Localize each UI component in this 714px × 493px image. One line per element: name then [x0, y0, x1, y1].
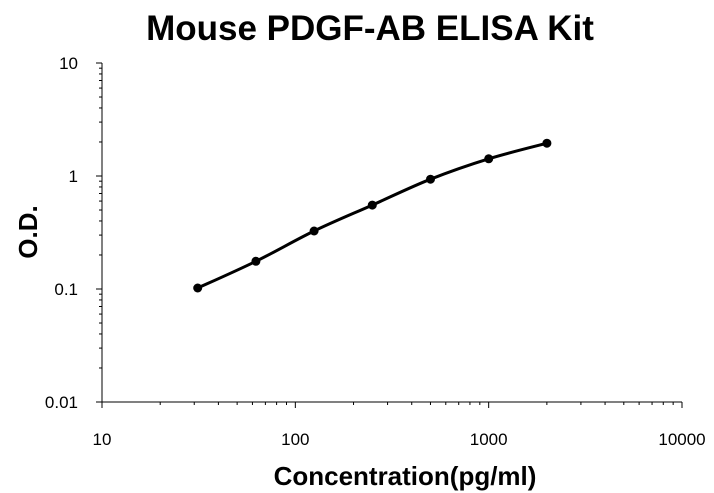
y-tick-label: 0.01: [45, 393, 78, 412]
series-group: [193, 138, 552, 293]
axis-ticks: [96, 62, 683, 408]
x-axis-label: Concentration(pg/ml): [274, 461, 537, 491]
y-tick-label: 1: [69, 167, 78, 186]
data-point: [193, 283, 203, 293]
data-point: [426, 174, 435, 184]
data-point: [309, 226, 319, 236]
y-tick-label: 0.1: [54, 280, 78, 299]
x-tick-label: 10000: [658, 430, 705, 449]
x-tick-label: 100: [281, 430, 309, 449]
data-point: [367, 200, 377, 210]
axes: [101, 63, 682, 403]
x-tick-label: 10: [93, 430, 112, 449]
x-tick-label: 1000: [470, 430, 508, 449]
data-point: [251, 256, 261, 266]
y-tick-label: 10: [59, 54, 78, 73]
data-point: [484, 154, 494, 164]
series-line: [196, 141, 549, 290]
data-point: [542, 138, 552, 148]
tick-labels: 10 1 0.1 0.01 10 100 1000 10000: [45, 54, 706, 449]
chart-title: Mouse PDGF-AB ELISA Kit: [146, 9, 594, 48]
y-axis-label: O.D.: [13, 205, 43, 258]
